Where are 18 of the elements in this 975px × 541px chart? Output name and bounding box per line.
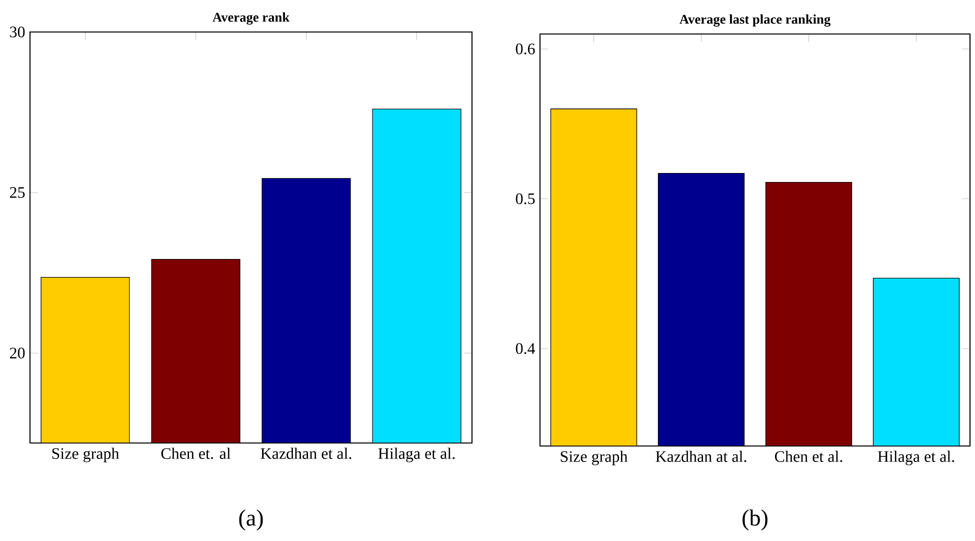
text: (a) xyxy=(239,510,263,530)
y-tick-label: 0.5 xyxy=(516,193,535,204)
x-tick-label: Size graph xyxy=(560,450,628,466)
x-tick-label: Size graph xyxy=(52,448,120,462)
y-tick-label: 0.4 xyxy=(516,343,536,354)
y-tick-label: 25 xyxy=(10,187,25,198)
x-tick-label: Hilaga et al. xyxy=(378,448,455,462)
y-tick-label: 20 xyxy=(10,348,25,358)
x-tick-label: Hilaga et al. xyxy=(878,450,954,466)
x-tick-label: Kazdhan et al. xyxy=(260,448,352,460)
x-tick-label: Chen et al. xyxy=(774,450,842,462)
x-tick-label: Chen et. al xyxy=(161,448,231,460)
x-tick-label: Kazdhan at al. xyxy=(656,450,746,462)
text: (b) xyxy=(742,510,768,530)
chart-title: Average last place ranking xyxy=(680,14,830,27)
y-tick-label: 30 xyxy=(10,26,25,38)
y-tick-label: 0.6 xyxy=(516,44,535,54)
chart-title: Average rank xyxy=(212,12,290,25)
